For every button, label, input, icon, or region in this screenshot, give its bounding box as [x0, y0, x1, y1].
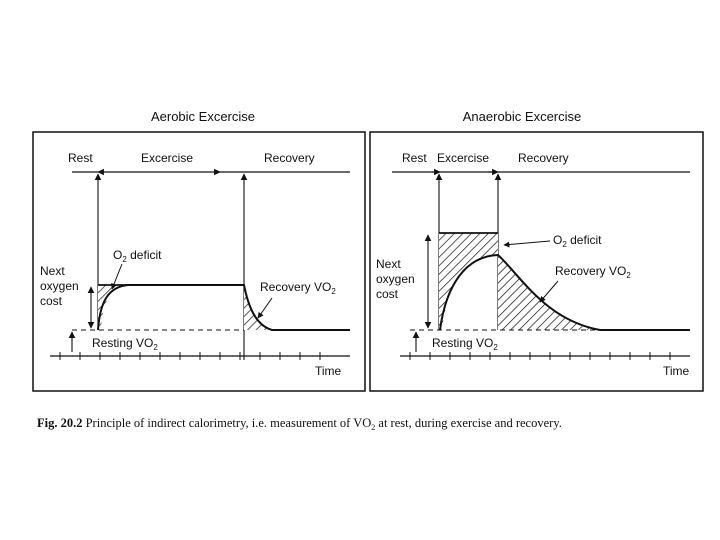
aerobic-phase-recovery: Recovery: [264, 151, 315, 165]
figure-caption: Fig. 20.2 Principle of indirect calorime…: [37, 416, 562, 432]
aerobic-o2-deficit-pointer: [111, 263, 123, 290]
anaerobic-recovery-pointer: [539, 280, 559, 303]
aerobic-resting-vo2-label: Resting VO2: [92, 336, 158, 352]
aerobic-recovery-vo2-label: Recovery VO2: [260, 280, 336, 296]
aerobic-ticks: [59, 352, 321, 360]
anaerobic-time-label: Time: [663, 364, 690, 378]
anaerobic-title: Anaerobic Excercise: [463, 109, 582, 124]
aerobic-title: Aerobic Excercise: [151, 109, 255, 124]
aerobic-cost-line3: cost: [40, 294, 63, 308]
aerobic-o2-deficit-label: O2 deficit: [113, 248, 162, 264]
aerobic-phase-exercise: Excercise: [141, 151, 193, 165]
anaerobic-vo2-curve: [439, 253, 690, 331]
aerobic-cost-line2: oxygen: [40, 279, 79, 293]
anaerobic-cost-line1: Next: [376, 257, 401, 271]
anaerobic-resting-vo2-label: Resting VO2: [432, 336, 498, 352]
anaerobic-cost-line3: cost: [376, 287, 399, 301]
aerobic-panel: Aerobic Excercise Rest Excercise Recover…: [32, 109, 366, 392]
caption-text: Principle of indirect calorimetry, i.e. …: [82, 416, 371, 430]
anaerobic-phase-recovery: Recovery: [518, 151, 569, 165]
anaerobic-phase-exercise: Excercise: [437, 151, 489, 165]
anaerobic-o2-deficit-label: O2 deficit: [553, 233, 602, 249]
aerobic-time-label: Time: [315, 364, 342, 378]
aerobic-cost-line1: Next: [40, 264, 65, 278]
caption-label: Fig. 20.2: [37, 416, 82, 430]
aerobic-phase-rest: Rest: [68, 151, 93, 165]
anaerobic-o2-deficit-pointer: [503, 240, 551, 248]
anaerobic-cost-line2: oxygen: [376, 272, 415, 286]
aerobic-frame: [32, 131, 366, 392]
caption-text2: at rest, during exercise and recovery.: [375, 416, 562, 430]
anaerobic-recovery-vo2-label: Recovery VO2: [555, 264, 631, 280]
aerobic-o2-deficit-area: [98, 285, 128, 330]
aerobic-recovery-pointer: [257, 297, 273, 319]
anaerobic-ticks: [409, 352, 671, 360]
anaerobic-recovery-area: [498, 255, 600, 330]
aerobic-recovery-area: [244, 285, 272, 330]
anaerobic-frame: [369, 131, 704, 392]
anaerobic-panel: Anaerobic Excercise Rest Excercise Recov…: [369, 109, 704, 392]
anaerobic-phase-rest: Rest: [402, 151, 427, 165]
anaerobic-o2-deficit-area: [439, 233, 498, 330]
